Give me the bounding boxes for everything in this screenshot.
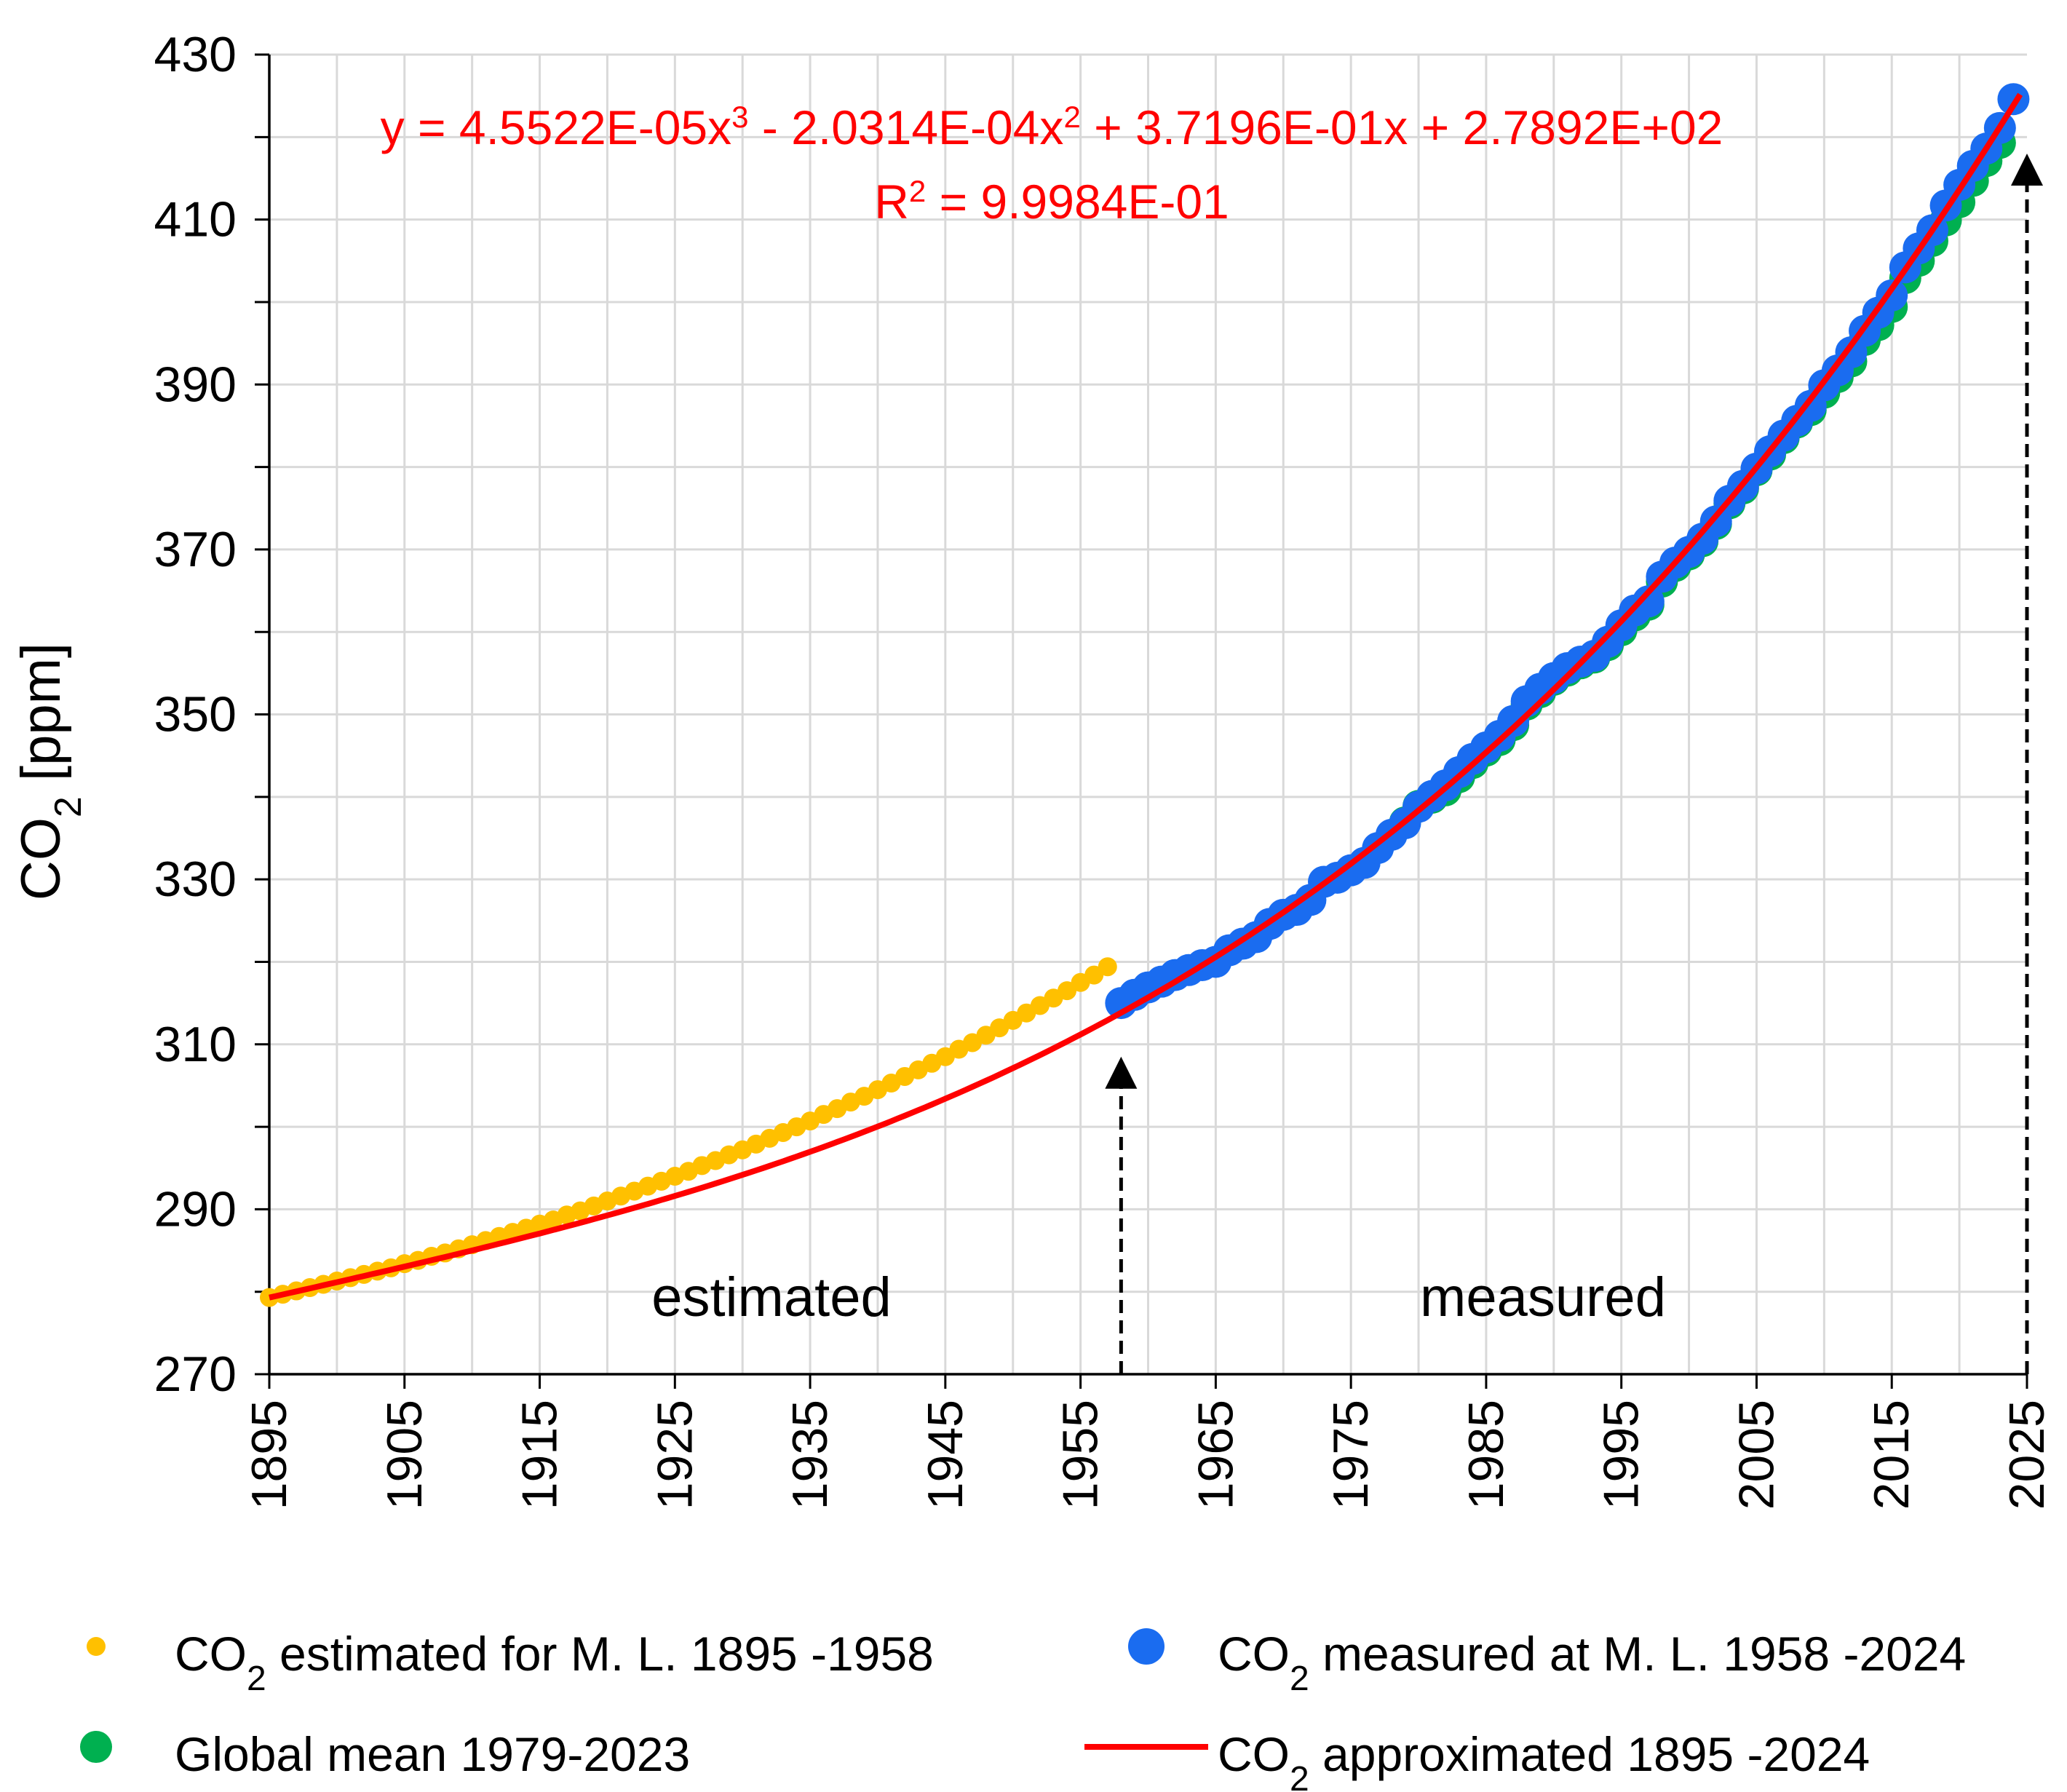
legend-label-global-mean: Global mean 1979-2023 <box>175 1727 690 1781</box>
x-tick-label: 1965 <box>1188 1400 1243 1510</box>
y-tick-label: 310 <box>154 1017 237 1072</box>
legend-symbol-measured <box>1128 1628 1165 1665</box>
gridlines <box>269 53 2027 1374</box>
x-tick-label: 2015 <box>1864 1400 1919 1510</box>
y-tick-label: 330 <box>154 852 237 907</box>
x-tick-label: 1925 <box>647 1400 702 1510</box>
legend: CO2 estimated for M. L. 1895 -1958 CO2 m… <box>80 1627 1966 1792</box>
x-tick-label: 1945 <box>918 1400 973 1510</box>
r-squared-label: R2 = 9.9984E-01 <box>874 174 1229 229</box>
legend-symbol-estimated <box>87 1637 106 1656</box>
data-point <box>1098 957 1117 977</box>
x-tick-label: 1935 <box>782 1400 838 1510</box>
y-tick-label: 370 <box>154 522 237 577</box>
x-tick-label: 1955 <box>1053 1400 1108 1510</box>
y-tick-label: 410 <box>154 192 237 247</box>
data-point <box>1084 965 1104 985</box>
estimated-region-label: estimated <box>651 1266 892 1328</box>
series-estimated-points <box>260 957 1117 1307</box>
y-tick-label: 270 <box>154 1347 237 1402</box>
fit-curve-line <box>269 92 2023 1301</box>
x-tick-label: 2005 <box>1729 1400 1784 1510</box>
data-point <box>1058 981 1077 1001</box>
x-tick-label: 1905 <box>377 1400 432 1510</box>
data-point <box>1997 83 2030 116</box>
y-tick-label: 430 <box>154 27 237 82</box>
x-tick-label: 1895 <box>242 1400 297 1510</box>
x-tick-labels: 1895 1905 1915 1925 1935 1945 1955 1965 1975 1985… <box>242 1400 2055 1510</box>
legend-label-estimated: CO2 estimated for M. L. 1895 -1958 <box>175 1627 934 1698</box>
arrow-head <box>1105 1056 1138 1089</box>
y-tick-label: 290 <box>154 1181 237 1237</box>
legend-label-measured: CO2 measured at M. L. 1958 -2024 <box>1218 1627 1966 1698</box>
y-tick-labels: 270 290 310 330 350 370 390 410 430 <box>154 27 237 1402</box>
data-point <box>1632 585 1665 618</box>
legend-symbol-global-mean <box>80 1731 112 1763</box>
axes <box>268 55 2028 1389</box>
legend-label-approximated: CO2 approximated 1895 -2024 <box>1218 1727 1870 1792</box>
x-tick-label: 2025 <box>1999 1400 2055 1510</box>
annotation-arrows <box>1105 153 2043 1374</box>
x-tick-label: 1985 <box>1459 1400 1514 1510</box>
measured-region-label: measured <box>1420 1266 1666 1328</box>
y-minor-ticks <box>255 53 269 1376</box>
y-tick-label: 350 <box>154 687 237 742</box>
x-tick-label: 1915 <box>512 1400 568 1510</box>
x-tick-label: 1995 <box>1594 1400 1649 1510</box>
y-axis-label: CO2 [ppm] <box>10 643 90 900</box>
y-tick-label: 390 <box>154 357 237 412</box>
arrow-head <box>2011 153 2043 186</box>
fit-equation: y = 4.5522E-05x3 - 2.0314E-04x2 + 3.7196… <box>381 100 1723 155</box>
x-tick-label: 1975 <box>1323 1400 1378 1510</box>
